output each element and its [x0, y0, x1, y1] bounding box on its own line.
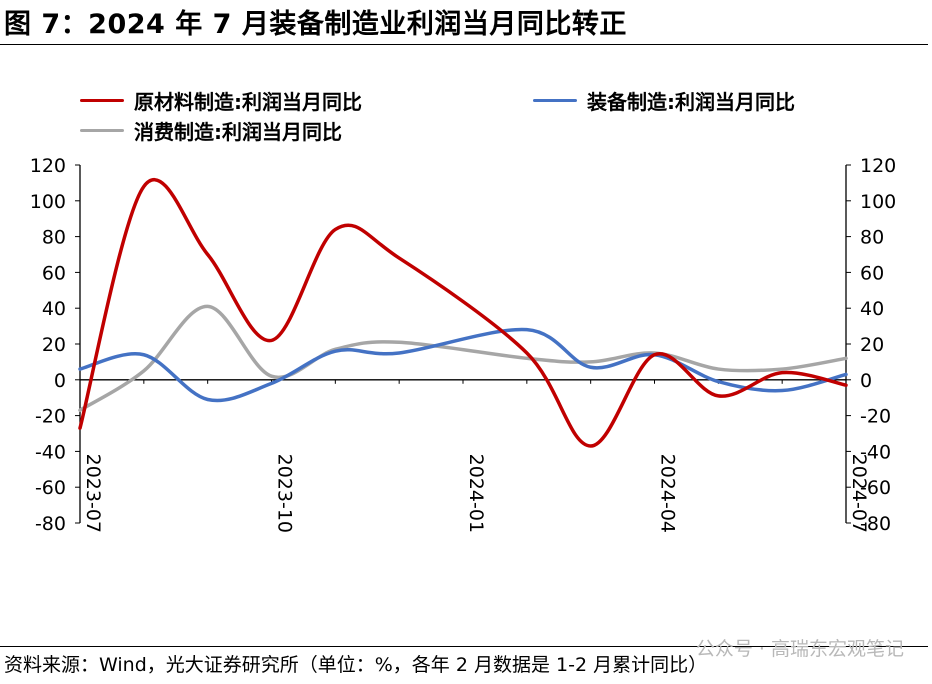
series-line-raw-materials	[78, 178, 848, 448]
legend-item-equipment: 装备制造:利润当月同比	[533, 86, 795, 115]
legend-label-raw-materials: 原材料制造:利润当月同比	[134, 90, 362, 114]
source-note: 资料来源：Wind，光大证券研究所（单位：%，各年 2 月数据是 1-2 月累计…	[4, 654, 708, 676]
y-tick-label-left: 40	[42, 298, 66, 320]
y-tick-label-right: 0	[860, 370, 872, 392]
y-tick-label-right: 20	[860, 334, 884, 356]
source-rule	[0, 646, 928, 647]
legend-swatch-raw-materials	[80, 99, 124, 102]
series-line-equipment	[78, 327, 848, 403]
legend-item-raw-materials: 原材料制造:利润当月同比	[80, 86, 362, 115]
y-tick-label-left: -80	[35, 513, 66, 535]
legend-item-consumer: 消费制造:利润当月同比	[80, 116, 342, 145]
y-tick-label-right: -80	[860, 513, 891, 535]
x-tick-label: 2023-10	[274, 454, 296, 533]
y-tick-label-right: 100	[860, 191, 896, 213]
y-tick-label-right: -20	[860, 406, 891, 428]
x-tick-label: 2024-07	[848, 454, 870, 533]
y-tick-label-left: -60	[35, 477, 66, 499]
watermark: 公众号 · 高瑞东宏观笔记	[695, 638, 904, 660]
title-rule	[0, 44, 928, 45]
figure-title: 图 7：2024 年 7 月装备制造业利润当月同比转正	[4, 9, 627, 40]
y-tick-label-right: -40	[860, 441, 891, 463]
x-tick-label: 2024-04	[657, 454, 679, 533]
y-tick-label-right: 60	[860, 262, 884, 284]
y-tick-label-left: -20	[35, 406, 66, 428]
y-tick-label-left: 60	[42, 262, 66, 284]
y-tick-label-left: 120	[30, 155, 66, 177]
x-tick-label: 2024-01	[465, 454, 487, 533]
y-tick-label-right: 40	[860, 298, 884, 320]
y-tick-label-right: 80	[860, 227, 884, 249]
y-tick-label-left: -40	[35, 441, 66, 463]
legend-swatch-consumer	[80, 129, 124, 132]
y-tick-label-left: 100	[30, 191, 66, 213]
legend-label-equipment: 装备制造:利润当月同比	[587, 90, 795, 114]
y-tick-label-left: 80	[42, 227, 66, 249]
y-tick-label-left: 0	[54, 370, 66, 392]
y-tick-label-right: 120	[860, 155, 896, 177]
y-tick-label-left: 20	[42, 334, 66, 356]
y-tick-label-right: -60	[860, 477, 891, 499]
legend-swatch-equipment	[533, 99, 577, 102]
x-tick-label: 2023-07	[82, 454, 104, 533]
legend-label-consumer: 消费制造:利润当月同比	[134, 120, 342, 144]
